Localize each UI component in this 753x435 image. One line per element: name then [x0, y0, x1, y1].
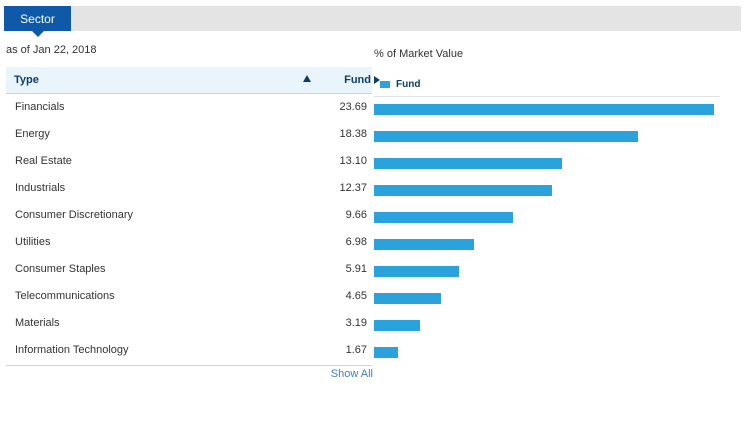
show-all-link[interactable]: Show All	[330, 368, 373, 380]
chart-bar[interactable]	[374, 158, 562, 169]
chart-bar[interactable]	[374, 131, 638, 142]
table-row: Energy 18.38	[6, 121, 372, 148]
table-header: Type Fund	[6, 67, 380, 94]
tab-sector-label: Sector	[20, 11, 55, 26]
table-footer: Show All	[6, 365, 373, 384]
table-row: Materials 3.19	[6, 310, 372, 337]
table-row: Consumer Staples 5.91	[6, 256, 372, 283]
legend-swatch	[380, 81, 390, 88]
table-body: Financials 23.69 Energy 18.38 Real Estate 13.…	[6, 94, 372, 364]
row-type-label: Utilities	[15, 236, 51, 248]
chart-legend: Fund	[380, 79, 420, 90]
legend-label: Fund	[396, 79, 421, 90]
row-type-label: Financials	[15, 101, 65, 113]
chart-bar[interactable]	[374, 293, 441, 304]
row-type-label: Telecommunications	[15, 290, 115, 302]
row-type-label: Energy	[15, 128, 50, 140]
row-fund-value: 1.67	[345, 344, 367, 356]
table-row: Industrials 12.37	[6, 175, 372, 202]
row-type-label: Consumer Staples	[15, 263, 106, 275]
table-row: Information Technology 1.67	[6, 337, 372, 364]
column-header-type[interactable]: Type	[14, 74, 39, 86]
table-row: Real Estate 13.10	[6, 148, 372, 175]
table-row: Consumer Discretionary 9.66	[6, 202, 372, 229]
chart-bar[interactable]	[374, 266, 459, 277]
as-of-date: as of Jan 22, 2018	[6, 44, 97, 56]
sort-ascending-icon[interactable]	[303, 75, 311, 82]
table-row: Telecommunications 4.65	[6, 283, 372, 310]
row-fund-value: 12.37	[339, 182, 367, 194]
row-type-label: Consumer Discretionary	[15, 209, 133, 221]
chart-bar[interactable]	[374, 212, 513, 223]
row-fund-value: 18.38	[339, 128, 367, 140]
column-header-fund[interactable]: Fund	[344, 74, 371, 86]
row-fund-value: 4.65	[345, 290, 367, 302]
row-fund-value: 23.69	[339, 101, 367, 113]
chart-bar[interactable]	[374, 185, 552, 196]
row-fund-value: 13.10	[339, 155, 367, 167]
table-row: Utilities 6.98	[6, 229, 372, 256]
row-fund-value: 5.91	[345, 263, 367, 275]
row-type-label: Materials	[15, 317, 60, 329]
chart-bar[interactable]	[374, 347, 398, 358]
chart-bar[interactable]	[374, 239, 475, 250]
row-type-label: Information Technology	[15, 344, 129, 356]
chart-title: % of Market Value	[374, 48, 464, 60]
chart-baseline	[374, 96, 720, 97]
market-value-chart: Fund	[374, 70, 740, 380]
sector-table: Type Fund Financials 23.69 Energy 18.38 Real…	[6, 67, 380, 384]
row-type-label: Real Estate	[15, 155, 72, 167]
row-fund-value: 3.19	[345, 317, 367, 329]
row-fund-value: 9.66	[345, 209, 367, 221]
chart-bar[interactable]	[374, 320, 420, 331]
expand-right-icon[interactable]	[374, 76, 380, 84]
row-type-label: Industrials	[15, 182, 66, 194]
table-row: Financials 23.69	[6, 94, 372, 121]
chart-bar[interactable]	[374, 104, 714, 115]
row-fund-value: 6.98	[345, 236, 367, 248]
tab-sector[interactable]: Sector	[4, 6, 71, 37]
tab-bar: Sector	[4, 6, 741, 37]
